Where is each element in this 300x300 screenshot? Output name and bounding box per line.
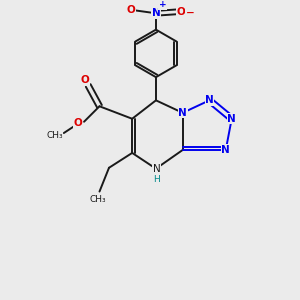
Text: O: O — [127, 5, 135, 15]
Text: CH₃: CH₃ — [46, 131, 63, 140]
Text: N: N — [178, 108, 187, 118]
Text: N: N — [221, 145, 230, 155]
Text: N: N — [205, 95, 214, 105]
Text: O: O — [73, 118, 82, 128]
Text: O: O — [81, 75, 90, 85]
Text: O: O — [176, 7, 185, 17]
Text: CH₃: CH₃ — [90, 195, 106, 204]
Text: −: − — [185, 8, 194, 18]
Text: H: H — [153, 176, 160, 184]
Text: +: + — [159, 1, 166, 10]
Text: N: N — [153, 164, 160, 174]
Text: N: N — [227, 114, 236, 124]
Text: N: N — [152, 8, 160, 18]
